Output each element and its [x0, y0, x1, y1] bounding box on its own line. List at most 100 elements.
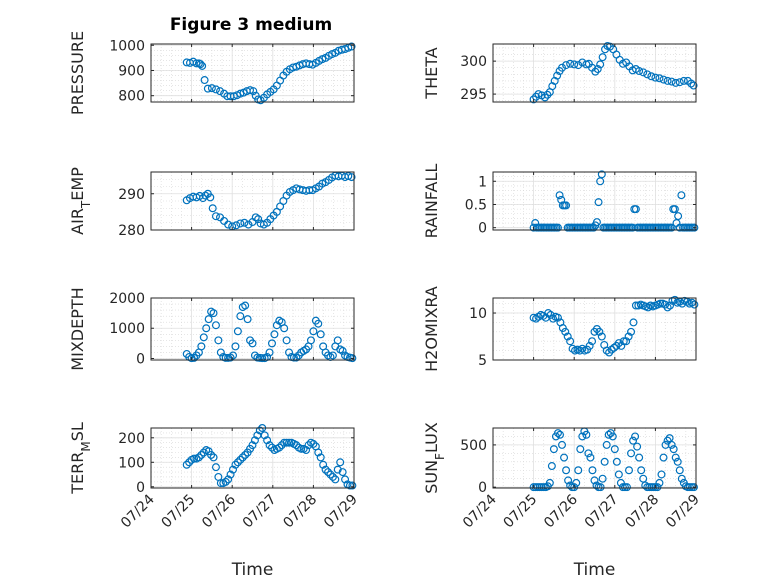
data-point	[347, 42, 356, 51]
x-tick-label: 07/27	[582, 492, 622, 532]
data-point	[275, 443, 284, 452]
axes-box	[492, 43, 697, 103]
data-point	[549, 314, 558, 323]
data-point	[604, 430, 613, 439]
data-point	[348, 481, 357, 490]
x-tick-label: 07/29	[321, 492, 361, 532]
data-point	[229, 351, 238, 360]
data-point	[616, 478, 625, 487]
y-axis-label: TERRMSL	[68, 422, 93, 495]
y-axis-label: AIRTEMP	[68, 167, 93, 235]
data-point	[553, 313, 562, 322]
subplot-1: 800 900 1000 PRESSURE	[68, 31, 356, 115]
x-tick-label: 07/26	[199, 491, 239, 531]
data-point	[566, 59, 575, 68]
x-tick-label: 07/25	[501, 492, 541, 532]
data-point	[265, 348, 274, 357]
data-point	[596, 60, 605, 69]
data-point	[282, 438, 291, 447]
data-point	[532, 92, 541, 101]
data-point	[236, 312, 245, 321]
data-point	[333, 465, 342, 474]
data-point	[598, 474, 607, 483]
data-point	[277, 441, 286, 450]
data-point	[588, 466, 597, 475]
data-point	[602, 440, 611, 449]
data-point	[588, 337, 597, 346]
x-tick-label: 07/24	[118, 491, 158, 531]
data-point	[563, 332, 572, 341]
data-point	[250, 351, 259, 360]
data-point	[302, 446, 311, 455]
y-tick-label: 300	[460, 54, 487, 70]
y-axis-label: RAINFALL	[422, 164, 441, 239]
data-point	[562, 466, 571, 475]
data-point	[659, 453, 668, 462]
data-point	[629, 318, 638, 327]
subplot-6: 5 10 H2OMIXRA	[422, 286, 699, 372]
data-point	[345, 481, 354, 490]
y-tick-label: 0	[136, 351, 145, 367]
data-point	[553, 429, 562, 438]
x-tick-label: 07/27	[240, 492, 280, 532]
data-point	[690, 300, 699, 309]
data-point	[333, 336, 342, 345]
data-point	[666, 301, 675, 310]
data-point	[671, 78, 680, 87]
subplot-8: 0 500 07/24 07/25 07/26 07/27 07/28 07/29 Time SU…	[422, 422, 703, 580]
data-point	[255, 426, 264, 435]
data-point	[250, 436, 259, 445]
data-point	[319, 460, 328, 469]
data-point	[670, 205, 679, 214]
data-point	[309, 439, 318, 448]
data-point	[211, 463, 220, 472]
data-point	[201, 191, 210, 200]
data-point	[570, 60, 579, 69]
data-point	[216, 87, 225, 96]
data-point	[635, 453, 644, 462]
data-point	[246, 86, 255, 95]
data-point	[578, 344, 587, 353]
data-point	[214, 336, 223, 345]
data-point	[602, 346, 611, 355]
data-point	[306, 336, 315, 345]
data-point	[663, 76, 672, 85]
data-point	[667, 440, 676, 449]
x-tick-label: 07/28	[280, 492, 320, 532]
data-point	[328, 351, 337, 360]
data-point	[555, 430, 564, 439]
data-point	[328, 472, 337, 481]
data-point	[629, 436, 638, 445]
data-point	[543, 90, 552, 99]
data-point	[637, 466, 646, 475]
data-point	[655, 74, 664, 83]
data-point	[248, 339, 257, 348]
data-point	[211, 321, 220, 330]
data-point	[341, 475, 350, 484]
y-tick-label: 280	[118, 223, 145, 239]
data-point	[260, 431, 269, 440]
data-point	[607, 345, 616, 354]
data-point	[585, 341, 594, 350]
data-point	[667, 77, 676, 86]
data-point	[297, 444, 306, 453]
x-tick-label: 07/28	[622, 492, 662, 532]
data-point	[232, 221, 241, 230]
y-tick-label: 0.5	[465, 197, 487, 213]
data-point	[627, 327, 636, 336]
data-point	[562, 201, 571, 210]
data-point	[574, 466, 583, 475]
data-point	[553, 223, 562, 232]
data-point	[561, 327, 570, 336]
data-point	[280, 324, 289, 333]
data-point	[244, 220, 253, 229]
data-point	[677, 191, 686, 200]
data-point	[209, 309, 218, 318]
axes-box	[492, 297, 697, 361]
data-point	[655, 478, 664, 487]
data-point	[198, 61, 207, 70]
data-point	[348, 354, 357, 363]
y-axis-label: H2OMIXRA	[422, 286, 441, 372]
data-point	[304, 441, 313, 450]
